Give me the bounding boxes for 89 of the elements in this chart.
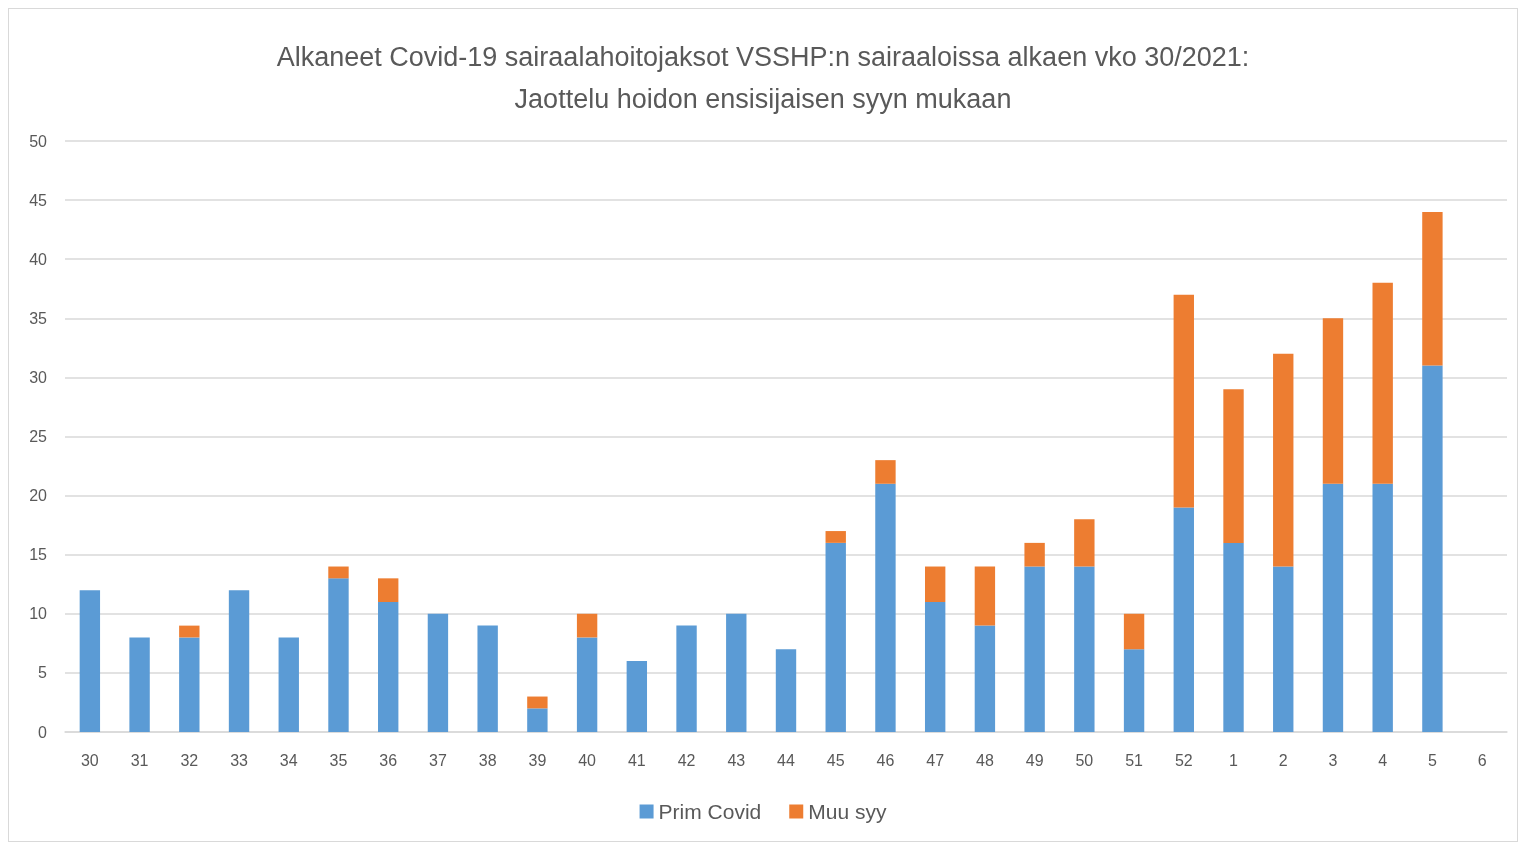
x-tick-label: 41: [627, 751, 646, 769]
x-tick-label: 32: [180, 751, 199, 769]
x-tick-label: 34: [279, 751, 298, 769]
y-tick-label: 35: [29, 309, 48, 327]
y-tick-label: 30: [29, 368, 48, 386]
bar: [1173, 507, 1194, 732]
bar: [1123, 613, 1145, 650]
bar: [1372, 282, 1393, 484]
x-tick-label: 48: [976, 751, 994, 769]
x-tick-label: 30: [80, 751, 99, 769]
chart-title: Alkaneet Covid-19 sairaalahoitojaksot VSSHP:n sairaaloissa alkaen vko 30/2021: Jaottelu hoidon ensisijaisen syyn mukaan: [276, 42, 1250, 114]
x-tick-label: 2: [1278, 751, 1288, 769]
bar: [1273, 566, 1294, 732]
x-tick-label: 45: [826, 751, 845, 769]
x-tick-label: 47: [926, 751, 945, 769]
y-tick-label: 0: [38, 723, 48, 741]
legend-label: Muu syy: [808, 800, 887, 823]
bar: [1074, 519, 1095, 567]
x-tick-label: 51: [1125, 751, 1144, 769]
bar: [427, 613, 449, 732]
x-tick-label: 50: [1075, 751, 1094, 769]
bar: [179, 625, 200, 638]
bar: [924, 566, 946, 602]
y-tick-label: 10: [29, 605, 48, 623]
x-tick-label: 37: [429, 751, 447, 769]
bar: [1372, 483, 1393, 732]
bar: [676, 625, 697, 732]
y-tick-label: 45: [29, 191, 48, 209]
bar: [1223, 389, 1244, 543]
x-tick-label: 40: [578, 751, 597, 769]
bar: [1173, 294, 1194, 508]
bar: [825, 531, 846, 543]
bar: [974, 566, 996, 626]
bar: [378, 601, 399, 732]
x-tick-label: 52: [1174, 751, 1193, 769]
x-tick-label: 35: [329, 751, 348, 769]
x-tick-label: 31: [130, 751, 149, 769]
x-tick-label: 6: [1477, 751, 1487, 769]
bar: [1074, 566, 1095, 732]
bar: [278, 637, 299, 732]
x-tick-label: 4: [1378, 751, 1388, 769]
bar: [328, 578, 349, 732]
bar: [527, 708, 548, 732]
bar: [527, 696, 548, 709]
bar: [1223, 542, 1244, 732]
y-tick-label: 15: [29, 546, 48, 564]
x-tick-label: 49: [1025, 751, 1044, 769]
bar: [378, 578, 399, 602]
x-tick-label: 42: [677, 751, 696, 769]
bar: [875, 483, 896, 732]
x-tick-label: 39: [528, 751, 547, 769]
y-tick-label: 5: [38, 664, 48, 682]
bar: [179, 637, 200, 732]
bar: [576, 637, 598, 732]
y-tick-label: 50: [29, 132, 48, 150]
bar: [825, 542, 846, 732]
bar: [875, 460, 896, 484]
bar: [1422, 365, 1443, 732]
bar: [477, 625, 498, 732]
bar: [1322, 483, 1344, 732]
bar: [974, 625, 996, 732]
bar: [1422, 211, 1443, 366]
bar: [924, 601, 946, 732]
x-tick-label: 33: [230, 751, 249, 769]
bar: [775, 649, 797, 732]
x-tick-label: 3: [1328, 751, 1338, 769]
bar: [576, 613, 598, 638]
x-tick-label: 46: [876, 751, 895, 769]
legend-label: Prim Covid: [658, 800, 762, 823]
bar: [228, 590, 250, 732]
y-tick-label: 25: [29, 428, 48, 445]
bar: [1123, 649, 1145, 732]
bar: [1024, 566, 1045, 732]
bar: [1322, 318, 1344, 484]
y-tick-label: 20: [29, 487, 48, 505]
bar: [1273, 353, 1294, 567]
x-tick-label: 5: [1427, 751, 1437, 769]
x-tick-label: 43: [727, 751, 746, 769]
bar: [626, 661, 648, 732]
bar: [79, 590, 101, 732]
bar: [1024, 542, 1045, 567]
y-tick-label: 40: [29, 250, 48, 268]
x-tick-label: 44: [777, 751, 795, 769]
x-tick-label: 38: [478, 751, 497, 769]
bar: [328, 566, 349, 579]
x-tick-label: 36: [379, 751, 398, 769]
bar: [129, 637, 150, 732]
x-tick-label: 1: [1229, 751, 1239, 769]
bar: [726, 613, 747, 732]
